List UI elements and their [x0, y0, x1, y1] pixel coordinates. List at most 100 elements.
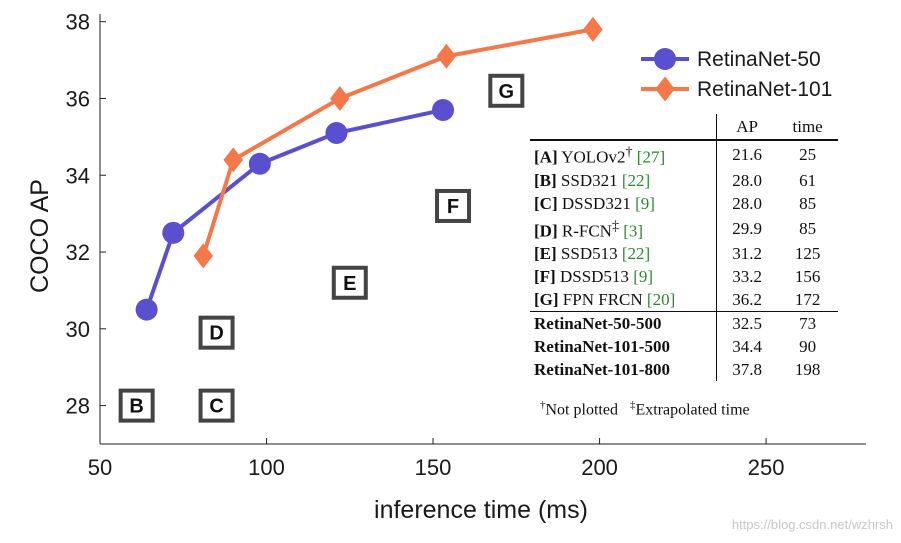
data-point [654, 48, 676, 70]
method-reference: [9] [633, 267, 654, 287]
annotation-box [118, 388, 155, 423]
annotation-box [331, 265, 368, 300]
time-cell: 61 [799, 170, 817, 190]
legend-label: RetinaNet-50 [697, 48, 821, 71]
x-tick-label: 100 [248, 455, 285, 480]
data-point [330, 85, 350, 111]
method-cell: [C] DSSD321 [9] [530, 191, 717, 215]
y-tick-label: 28 [66, 394, 90, 419]
table-row: [B] SSD321 [22] 28.0 61 [530, 168, 838, 192]
method-id: [A] [534, 147, 558, 167]
detector-comparison-table: AP time [A] YOLOv2† [27] 21.6 25 [B] SSD321… [530, 114, 838, 382]
time-cell: 73 [777, 311, 838, 336]
legend-item: RetinaNet-50 [641, 48, 821, 71]
table-header-time: time [777, 114, 838, 141]
method-cell: RetinaNet-50-500 [530, 311, 717, 336]
x-tick-label: 200 [581, 455, 618, 480]
time-cell: 90 [799, 337, 817, 357]
ap-cell: 28.0 [732, 193, 762, 213]
table-row: [F] DSSD513 [9] 33.2 156 [530, 265, 838, 289]
method-reference: [22] [621, 170, 651, 190]
method-cell: [F] DSSD513 [9] [530, 265, 717, 289]
ap-cell: 21.6 [732, 145, 762, 165]
data-point [432, 98, 455, 121]
method-cell: [E] SSD513 [22] [530, 242, 717, 266]
ap-cell: 37.8 [732, 360, 762, 380]
method-mark: † [625, 144, 633, 160]
data-point [193, 243, 213, 269]
data-point [248, 152, 271, 175]
table-header-method [530, 114, 717, 141]
method-name: FPN FRCN [558, 290, 643, 310]
method-id: [E] [534, 244, 557, 264]
data-point [223, 147, 243, 173]
ap-cell: 34.4 [732, 337, 762, 357]
method-id: [G] [534, 290, 559, 310]
method-reference: [3] [623, 221, 644, 241]
method-cell: [D] R-FCN‡ [3] [530, 214, 717, 243]
annotation-box [198, 315, 235, 350]
method-cell: RetinaNet-101-800 [530, 358, 717, 382]
table-row-retinanet: RetinaNet-101-800 37.8 198 [530, 358, 838, 382]
annotation-boxes: B C D E F G [118, 73, 525, 423]
table-row: [E] SSD513 [22] 31.2 125 [530, 242, 838, 266]
ap-cell: 28.0 [732, 170, 762, 190]
table-header-ap: AP [716, 114, 778, 141]
method-reference: [22] [621, 244, 651, 264]
annotation-label: D [209, 323, 223, 345]
annotation-label: E [343, 273, 356, 295]
method-name: SSD513 [556, 244, 618, 264]
y-axis-label: COCO AP [26, 179, 54, 293]
method-name: SSD321 [556, 170, 618, 190]
ap-cell: 32.5 [716, 311, 778, 336]
x-tick-label: 250 [748, 455, 785, 480]
series-retinanet-50 [135, 98, 455, 321]
y-tick-label: 36 [66, 86, 90, 111]
y-tick-label: 34 [66, 163, 90, 188]
method-cell: [G] FPN FRCN [20] [530, 288, 717, 312]
time-cell: 172 [794, 290, 821, 310]
method-id: [B] [534, 170, 557, 190]
y-tick-label: 30 [66, 317, 90, 342]
annotation-label: B [129, 396, 143, 418]
table-row-retinanet: RetinaNet-50-500 32.5 73 [530, 311, 838, 336]
method-cell: [B] SSD321 [22] [530, 168, 717, 192]
series-retinanet-101 [193, 16, 603, 269]
time-cell: 156 [794, 267, 821, 287]
y-tick-label: 38 [66, 10, 90, 35]
dagger-mark: † [540, 399, 546, 411]
method-id: [D] [534, 221, 558, 241]
method-cell: RetinaNet-101-500 [530, 335, 717, 359]
table-row: [A] YOLOv2† [27] 21.6 25 [530, 140, 838, 169]
data-point [436, 43, 457, 69]
table-row-retinanet: RetinaNet-101-500 34.4 90 [530, 335, 838, 359]
table-row: [C] DSSD321 [9] 28.0 85 [530, 191, 838, 215]
table-header-row: AP time [530, 114, 838, 141]
time-cell: 85 [799, 218, 817, 238]
table-body: [A] YOLOv2† [27] 21.6 25 [B] SSD321 [22] 28.… [530, 140, 838, 382]
watermark: https://blog.csdn.net/wzhrsh [732, 517, 893, 532]
legend-item: RetinaNet-101 [641, 76, 832, 102]
annotation-box [435, 188, 472, 223]
axes: 50 100 150 200 250 28 30 32 34 36 38 [66, 10, 866, 480]
x-tick-label: 50 [88, 455, 112, 480]
ap-cell: 29.9 [732, 218, 762, 238]
time-cell: 125 [794, 244, 821, 264]
time-cell: 198 [794, 360, 821, 380]
table-footnote: †Not plotted ‡Extrapolated time [540, 399, 750, 419]
method-cell: [A] YOLOv2† [27] [530, 140, 717, 169]
method-id: [F] [534, 267, 556, 287]
legend: RetinaNet-50 RetinaNet-101 [641, 48, 832, 102]
data-point [655, 76, 675, 102]
annotation-box [488, 73, 525, 108]
method-name: YOLOv2 [557, 147, 626, 167]
method-id: [C] [534, 193, 558, 213]
series-line [144, 108, 444, 311]
method-reference: [20] [646, 290, 676, 310]
method-name: DSSD321 [557, 193, 631, 213]
table-row: [G] FPN FRCN [20] 36.2 172 [530, 288, 838, 312]
method-mark: ‡ [611, 217, 620, 234]
x-axis-label: inference time (ms) [374, 496, 588, 524]
annotation-box [198, 388, 235, 423]
